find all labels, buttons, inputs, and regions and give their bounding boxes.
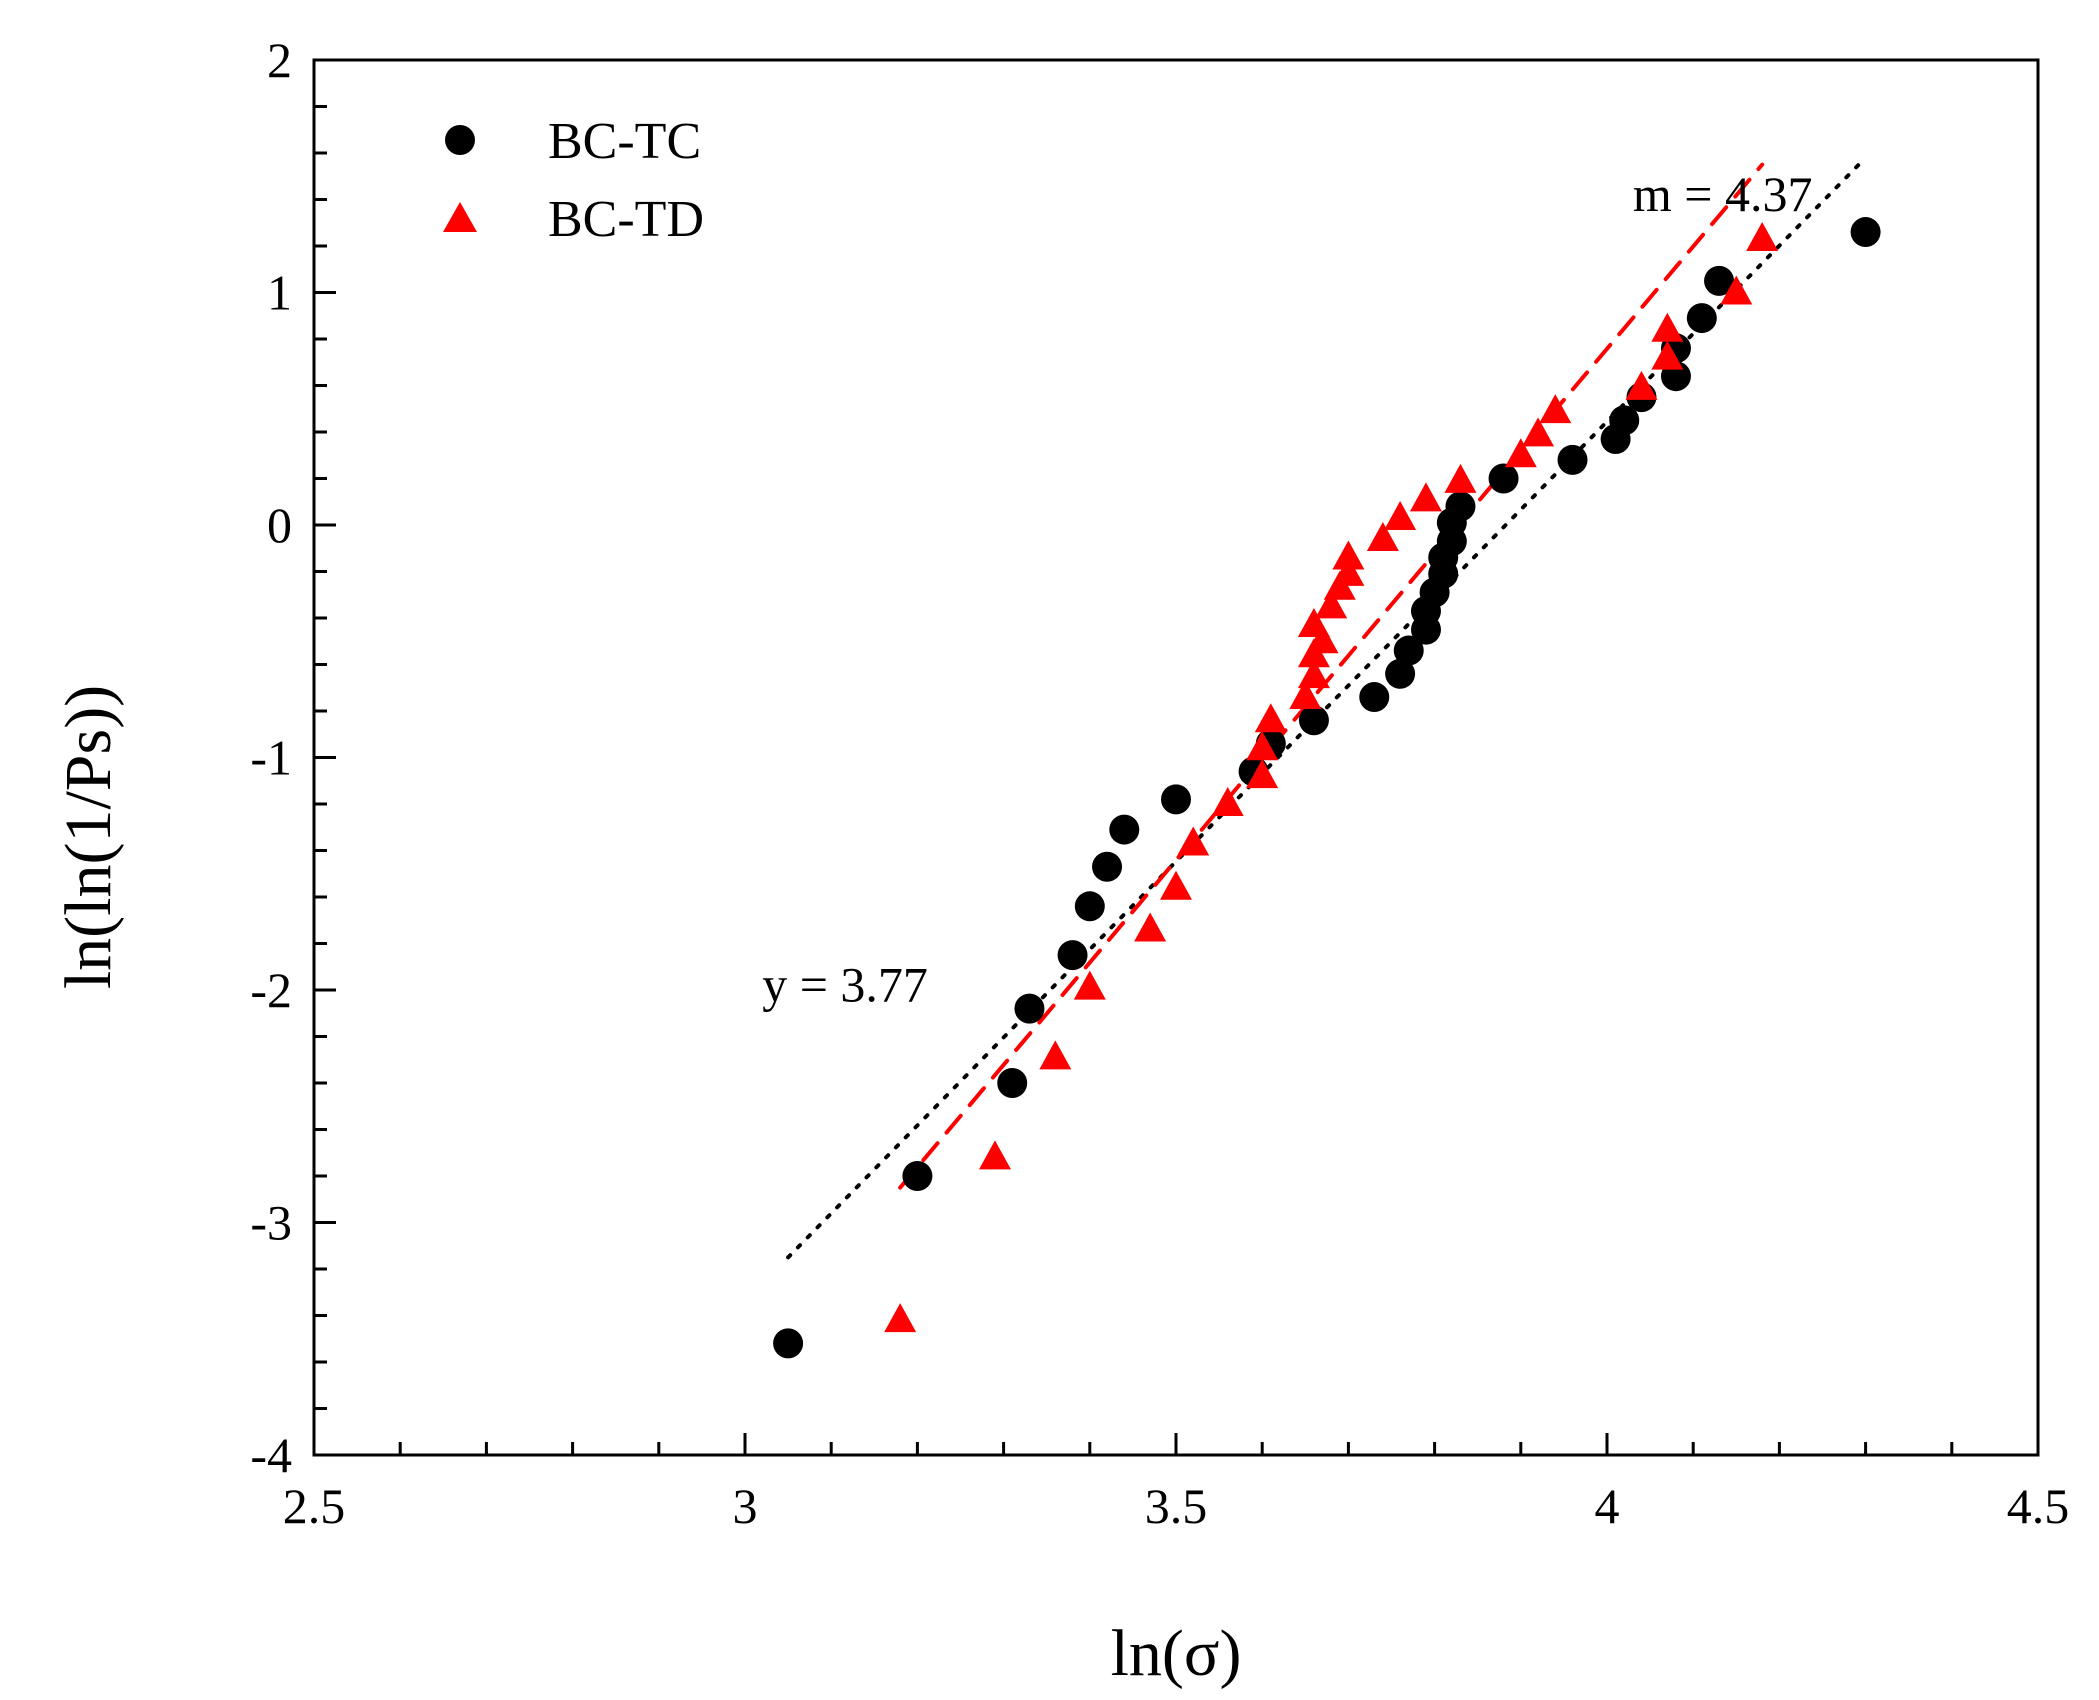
annotation-equation: y = 3.77 xyxy=(762,957,928,1013)
data-point-bc-td xyxy=(1160,870,1192,900)
legend-label-bc-td: BC-TD xyxy=(548,191,704,248)
y-tick-label: 2 xyxy=(267,32,292,88)
data-point-bc-tc xyxy=(1704,265,1735,296)
data-point-bc-td xyxy=(978,1140,1011,1170)
data-point-bc-td xyxy=(1315,589,1348,619)
data-point-bc-td xyxy=(1522,417,1555,447)
data-point-bc-td xyxy=(1297,659,1330,689)
data-point-bc-tc xyxy=(1074,891,1105,922)
data-point-bc-td xyxy=(1444,463,1477,493)
x-tick-label: 3.5 xyxy=(1145,1478,1208,1534)
data-point-bc-tc xyxy=(1850,217,1881,248)
annotation-slope: m = 4.37 xyxy=(1633,166,1813,222)
data-point-bc-td xyxy=(1504,438,1537,468)
data-point-bc-td xyxy=(1332,540,1365,570)
legend: BC-TC BC-TD xyxy=(443,113,704,248)
y-tick-label: -2 xyxy=(250,962,292,1018)
data-point-bc-tc xyxy=(1161,784,1191,815)
y-tick-label: -3 xyxy=(250,1195,292,1251)
data-point-bc-tc xyxy=(1109,814,1140,845)
data-point-bc-tc xyxy=(1385,658,1416,689)
data-point-bc-td xyxy=(1297,607,1330,637)
y-tick-label: -4 xyxy=(250,1427,292,1483)
data-point-bc-tc xyxy=(997,1068,1028,1098)
data-point-bc-tc xyxy=(1014,993,1045,1024)
data-point-bc-tc xyxy=(1057,940,1088,971)
y-tick-label: -1 xyxy=(250,730,292,786)
tick-labels: 2.5 3 3.5 4 4.5 -4 -3 -2 -1 0 1 2 xyxy=(250,32,2069,1534)
data-point-bc-td xyxy=(1306,624,1339,654)
data-point-bc-td xyxy=(1134,912,1167,942)
data-point-bc-td xyxy=(1246,759,1279,789)
x-tick-label: 4 xyxy=(1595,1478,1620,1534)
trendlines xyxy=(786,155,1868,1260)
legend-marker-bc-tc xyxy=(445,125,475,155)
data-point-bc-tc xyxy=(1393,635,1424,666)
x-axis-title: ln(σ) xyxy=(1111,1617,1242,1690)
data-point-bc-td xyxy=(1211,787,1244,816)
data-point-bc-td xyxy=(1332,556,1365,586)
x-tick-label: 4.5 xyxy=(2007,1478,2070,1534)
data-point-bc-tc xyxy=(1445,491,1476,522)
y-tick-label: 0 xyxy=(267,497,292,553)
legend-marker-bc-td xyxy=(443,202,477,232)
trendline-bc-td xyxy=(898,162,1765,1190)
axis-ticks xyxy=(312,58,2040,1457)
data-point-bc-td xyxy=(1625,370,1658,400)
data-points xyxy=(773,217,1881,1359)
data-point-bc-td xyxy=(1073,970,1106,1000)
data-point-bc-td xyxy=(1289,680,1322,710)
legend-label-bc-tc: BC-TC xyxy=(548,113,701,170)
data-point-bc-td xyxy=(1384,501,1417,531)
data-point-bc-td xyxy=(1039,1040,1072,1070)
data-point-bc-td xyxy=(1177,826,1210,856)
data-point-bc-td xyxy=(1539,394,1572,424)
data-point-bc-tc xyxy=(1359,682,1390,713)
data-point-bc-td xyxy=(1246,731,1279,761)
data-point-bc-td xyxy=(884,1303,917,1333)
x-tick-label: 3 xyxy=(733,1478,758,1534)
data-point-bc-tc xyxy=(1557,444,1588,475)
x-tick-label: 2.5 xyxy=(283,1478,346,1534)
data-point-bc-td xyxy=(1366,521,1399,551)
data-point-bc-tc xyxy=(1686,303,1717,334)
data-point-bc-td xyxy=(1254,703,1287,733)
data-point-bc-tc xyxy=(1092,851,1123,882)
data-point-bc-td xyxy=(1409,482,1442,512)
data-point-bc-tc xyxy=(1609,405,1640,436)
data-point-bc-td xyxy=(1720,275,1753,305)
data-point-bc-tc xyxy=(1488,463,1519,494)
data-point-bc-tc xyxy=(1298,705,1329,736)
y-axis-title: ln(ln(1/Ps)) xyxy=(52,685,125,989)
data-point-bc-td xyxy=(1746,222,1779,252)
trendline-bc-tc xyxy=(786,155,1868,1260)
data-point-bc-tc xyxy=(902,1161,933,1191)
data-point-bc-td xyxy=(1651,312,1684,342)
data-point-bc-tc xyxy=(773,1328,804,1359)
plot-frame xyxy=(312,58,2040,1457)
plot-area xyxy=(312,58,2040,1457)
data-point-bc-td xyxy=(1651,340,1684,370)
y-tick-label: 1 xyxy=(267,265,292,321)
